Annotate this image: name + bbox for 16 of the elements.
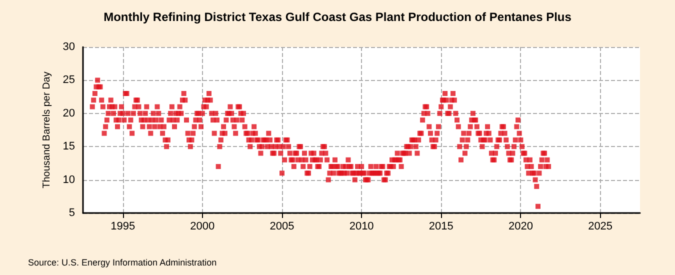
x-tick-label: 1995 [110,220,136,232]
y-tick-label: 5 [68,207,75,219]
y-axis-title: Thousand Barrels per Day [41,72,52,188]
x-tick-label: 2025 [588,220,613,232]
y-tick-label: 25 [62,74,75,86]
y-tick-label: 30 [62,41,75,53]
y-tick-label: 20 [62,107,75,120]
x-tick-label: 2005 [270,220,294,232]
x-tick-label: 2020 [508,220,533,232]
source-note: Source: U.S. Energy Information Administration [28,258,217,268]
x-tick-label: 2000 [190,220,215,232]
x-tick-label: 2015 [428,220,454,232]
chart-title: Monthly Refining District Texas Gulf Coast Gas Plant Production of Pentanes Plus [104,10,572,24]
y-tick-label: 10 [62,174,75,186]
y-tick-label: 15 [62,140,75,153]
x-tick-label: 2010 [349,220,374,232]
